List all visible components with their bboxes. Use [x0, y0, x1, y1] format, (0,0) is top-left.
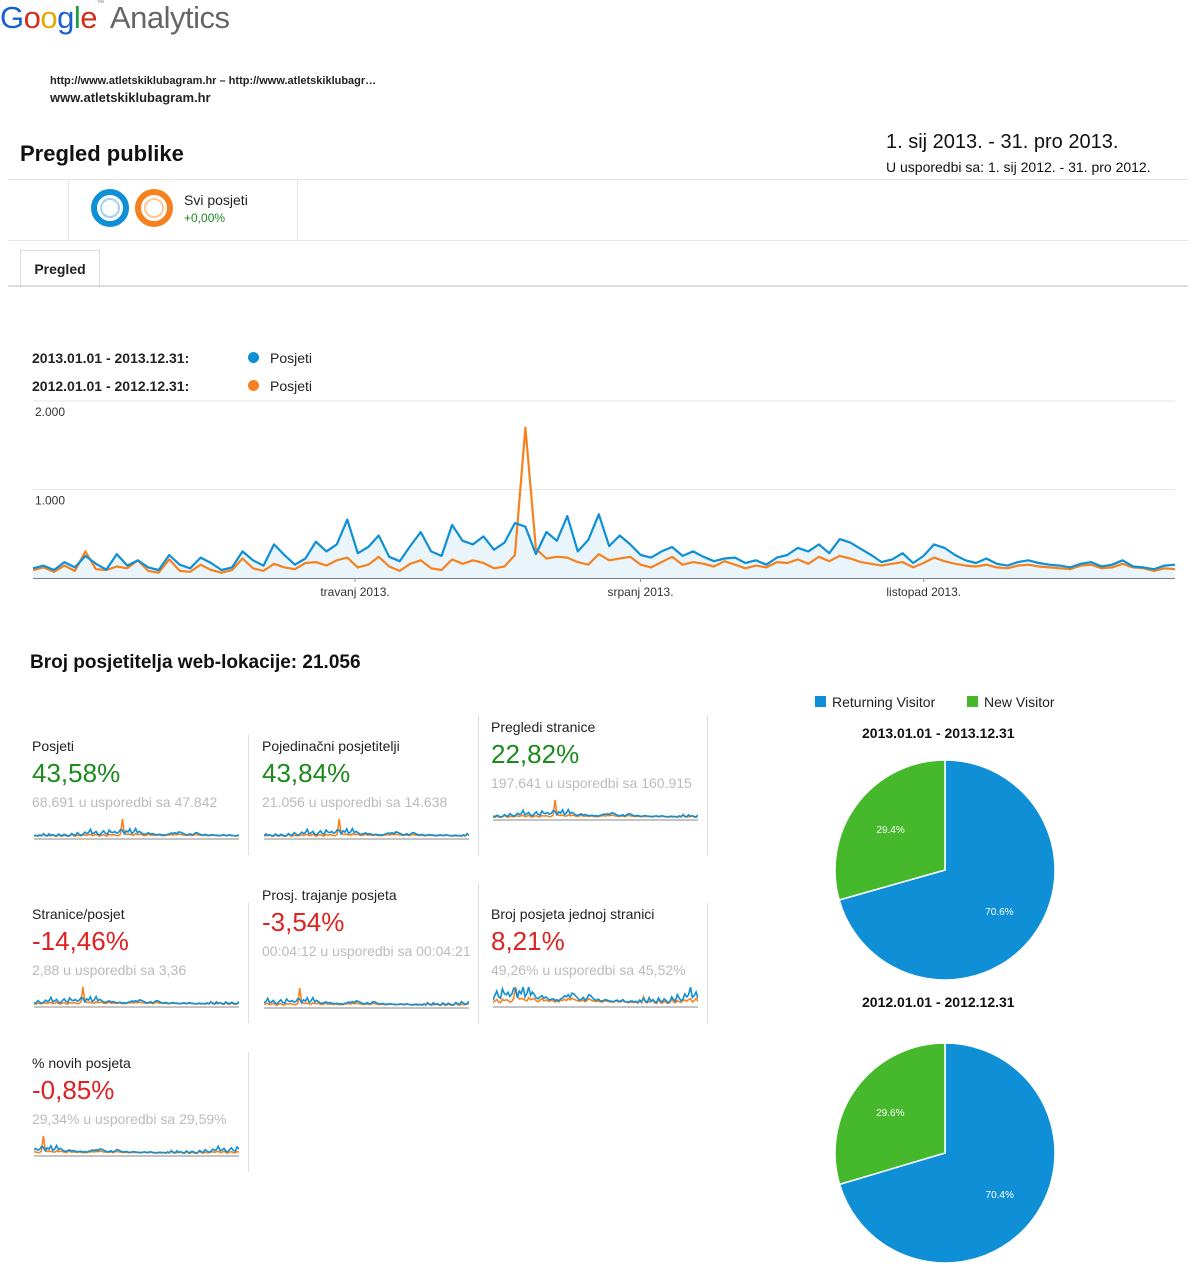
- tab-overview[interactable]: Pregled: [20, 250, 100, 288]
- metric-card[interactable]: Stranice/posjet -14,46% 2,88 u usporedbi s…: [32, 906, 252, 1036]
- pie-chart-current[interactable]: 70.6% 29.4%: [825, 750, 1065, 990]
- property-urls[interactable]: http://www.atletskiklubagram.hr – http:/…: [50, 75, 377, 87]
- metric-name: Stranice/posjet: [32, 906, 125, 922]
- date-range-picker[interactable]: 1. sij 2013. - 31. pro 2013.: [886, 131, 1119, 153]
- metric-sparkline: [34, 986, 239, 1008]
- metric-name: Prosj. trajanje posjeta: [262, 887, 397, 903]
- metric-sparkline: [34, 818, 239, 840]
- metric-sparkline: [493, 799, 698, 821]
- sparkline-series: [264, 826, 469, 837]
- product-name: Analytics: [109, 0, 230, 35]
- pie-slice-label: 29.4%: [876, 825, 904, 836]
- metric-change: -0,85%: [32, 1075, 115, 1105]
- legend-period-current: 2013.01.01 - 2013.12.31:: [32, 350, 190, 366]
- pie-slice-label: 29.6%: [876, 1108, 904, 1119]
- metric-separator: [707, 903, 708, 1023]
- metric-comparison: 68.691 u usporedbi sa 47.842: [32, 794, 218, 810]
- sparkline-series: [493, 807, 698, 818]
- sparkline-series: [493, 986, 698, 1005]
- divider: [8, 240, 1188, 241]
- pie-chart-previous[interactable]: 70.4% 29.6%: [825, 1033, 1065, 1273]
- legend-series-current[interactable]: Posjeti: [270, 350, 313, 366]
- pie-legend-returning[interactable]: Returning Visitor: [832, 694, 936, 710]
- metric-card[interactable]: Broj posjeta jednoj stranici 8,21% 49,26% …: [491, 906, 711, 1036]
- property-name[interactable]: www.atletskiklubagram.hr: [50, 90, 211, 105]
- metric-separator: [478, 715, 479, 855]
- legend-dot-current-icon[interactable]: [248, 352, 259, 363]
- sparkline-series: [264, 995, 469, 1006]
- metric-separator: [248, 735, 249, 855]
- metric-comparison: 00:04:12 u usporedbi sa 00:04:21: [262, 943, 471, 959]
- pie-legend-new-icon[interactable]: [967, 696, 978, 707]
- metric-sparkline: [493, 985, 698, 1008]
- metric-name: % novih posjeta: [32, 1055, 131, 1071]
- metric-card[interactable]: Prosj. trajanje posjeta -3,54% 00:04:12 u …: [262, 887, 482, 1017]
- pie-slice-label: 70.6%: [985, 907, 1013, 918]
- y-tick-label: 2.000: [35, 405, 65, 419]
- divider: [8, 179, 1188, 180]
- pie-legend-returning-icon[interactable]: [815, 696, 826, 707]
- metric-change: -14,46%: [32, 926, 129, 956]
- series-current-line: [32, 513, 1176, 572]
- sparkline-series: [34, 826, 239, 837]
- metric-name: Posjeti: [32, 738, 75, 754]
- tab-underline: [8, 285, 1188, 287]
- metric-change: 43,84%: [262, 758, 351, 788]
- segment-delta: +0,00%: [184, 211, 226, 225]
- pie-slice-returning: [838, 759, 1056, 981]
- metric-card[interactable]: Pojedinačni posjetitelji 43,84% 21.056 u u…: [262, 738, 482, 868]
- metric-card[interactable]: % novih posjeta -0,85% 29,34% u usporedbi …: [32, 1055, 252, 1185]
- segment-current-icon: [91, 189, 129, 227]
- metric-comparison: 2,88 u usporedbi sa 3,36: [32, 962, 187, 978]
- metric-name: Pojedinačni posjetitelji: [262, 738, 400, 754]
- pie-slice-returning: [838, 1042, 1056, 1264]
- y-tick-label: 1.000: [35, 494, 65, 508]
- sparkline-series: [493, 799, 698, 819]
- metric-sparkline: [264, 818, 469, 840]
- segment-box[interactable]: [68, 180, 298, 240]
- series-previous-line: [32, 426, 1176, 574]
- metric-sparkline: [264, 987, 469, 1009]
- metric-card[interactable]: Posjeti 43,58% 68.691 u usporedbi sa 47.84…: [32, 738, 252, 868]
- legend-period-previous: 2012.01.01 - 2012.12.31:: [32, 378, 190, 394]
- metric-change: -3,54%: [262, 907, 345, 937]
- metric-separator: [707, 715, 708, 855]
- metric-separator: [248, 1052, 249, 1172]
- visitors-heading: Broj posjetitelja web-lokacije: 21.056: [30, 652, 361, 673]
- metric-name: Pregledi stranice: [491, 719, 596, 735]
- pie-legend-new[interactable]: New Visitor: [984, 694, 1055, 710]
- pie-title-previous: 2012.01.01 - 2012.12.31: [862, 994, 1015, 1010]
- page-title: Pregled publike: [20, 141, 184, 166]
- pie-slice-label: 70.4%: [986, 1190, 1014, 1201]
- legend-dot-previous-icon[interactable]: [248, 380, 259, 391]
- metric-separator: [478, 883, 479, 1023]
- metric-comparison: 21.056 u usporedbi sa 14.638: [262, 794, 448, 810]
- metric-change: 43,58%: [32, 758, 121, 788]
- metric-comparison: 197.641 u usporedbi sa 160.915: [491, 775, 692, 791]
- metric-name: Broj posjeta jednoj stranici: [491, 906, 655, 922]
- legend-series-previous[interactable]: Posjeti: [270, 378, 313, 394]
- google-analytics-logo: Google™ Analytics: [0, 0, 230, 35]
- metric-comparison: 29,34% u usporedbi sa 29,59%: [32, 1111, 227, 1127]
- metric-comparison: 49,26% u usporedbi sa 45,52%: [491, 962, 686, 978]
- sparkline-series: [34, 994, 239, 1005]
- x-tick-label: srpanj 2013.: [608, 585, 674, 599]
- metric-change: 22,82%: [491, 739, 580, 769]
- metric-change: 8,21%: [491, 926, 565, 956]
- metric-separator: [248, 903, 249, 1023]
- compare-range: U usporedbi sa: 1. sij 2012. - 31. pro 2…: [886, 159, 1151, 175]
- pie-title-current: 2013.01.01 - 2013.12.31: [862, 725, 1015, 741]
- metric-sparkline: [34, 1135, 239, 1157]
- segment-previous-icon: [135, 189, 173, 227]
- sparkline-series: [34, 1143, 239, 1154]
- x-tick-label: listopad 2013.: [886, 585, 961, 599]
- sparkline-series: [493, 985, 698, 1004]
- x-tick-label: travanj 2013.: [320, 585, 389, 599]
- pie-slice-new: [834, 759, 946, 901]
- segment-name: Svi posjeti: [184, 192, 248, 208]
- metric-card[interactable]: Pregledi stranice 22,82% 197.641 u uspored…: [491, 719, 711, 849]
- segment-icons: [91, 189, 173, 227]
- visits-line-chart[interactable]: 2.000 1.000 travanj 2013. srpanj 2013. listo…: [0, 395, 1200, 610]
- pie-slice-new: [834, 1042, 946, 1186]
